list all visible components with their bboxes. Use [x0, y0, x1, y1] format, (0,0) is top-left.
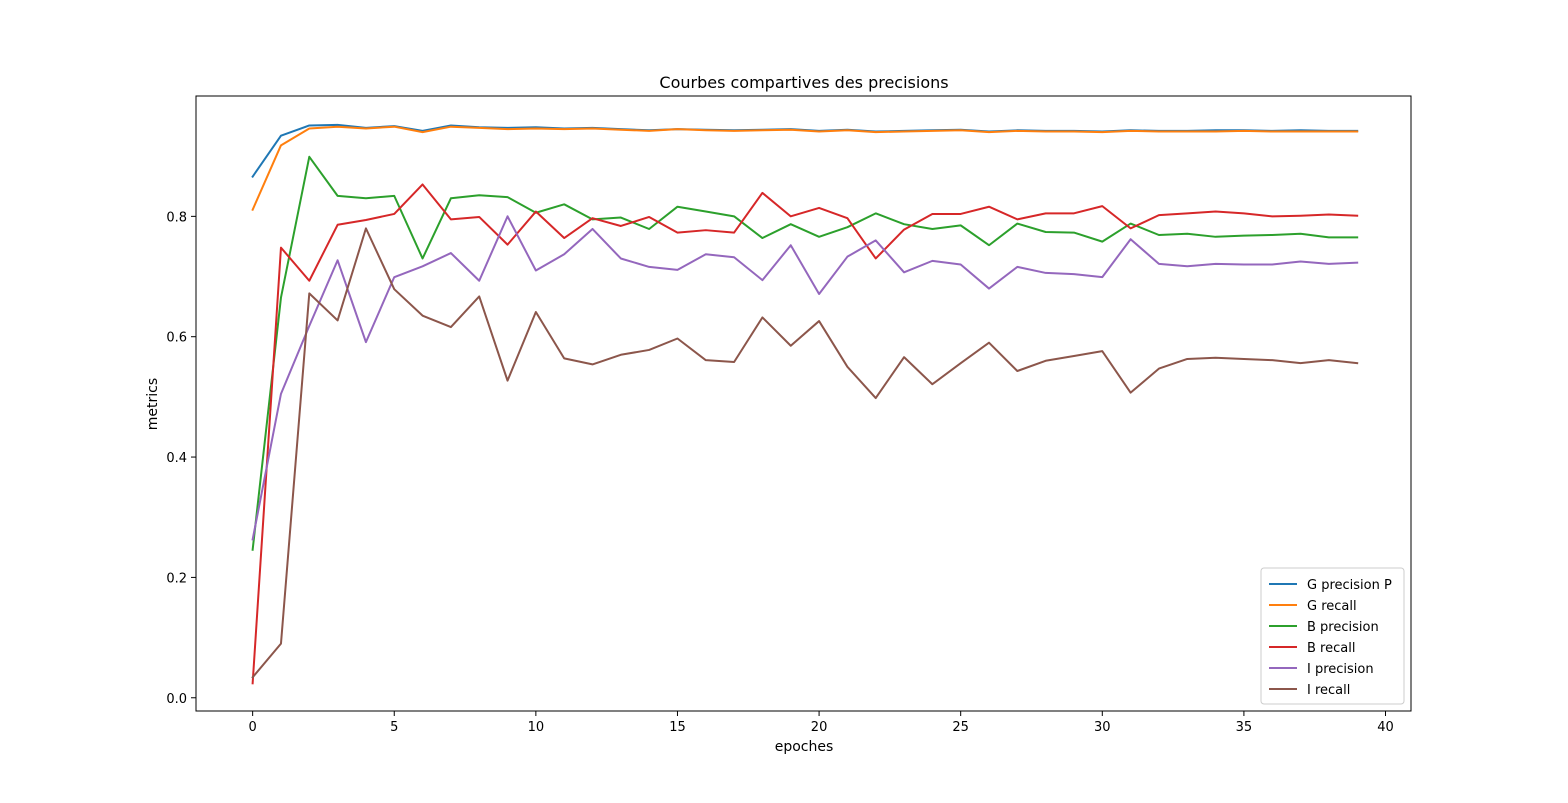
legend-label: G precision P: [1307, 578, 1392, 593]
x-tick-label: 10: [528, 720, 545, 735]
y-tick-label: 0.4: [166, 451, 187, 466]
series-line-g-recall: [251, 125, 1359, 212]
y-tick-label: 0.0: [166, 692, 187, 707]
x-tick-label: 25: [952, 720, 969, 735]
series-line-b-precision: [251, 155, 1359, 551]
series-line-i-recall: [251, 227, 1359, 679]
x-tick-label: 20: [811, 720, 828, 735]
chart-title: Courbes compartives des precisions: [659, 73, 948, 92]
x-axis-label: epoches: [775, 739, 834, 755]
x-tick-label: 35: [1236, 720, 1253, 735]
x-tick-label: 15: [669, 720, 686, 735]
y-axis-label: metrics: [145, 378, 161, 430]
x-tick-label: 40: [1377, 720, 1394, 735]
legend-label: B recall: [1307, 641, 1355, 656]
series-line-i-precision: [251, 215, 1359, 541]
legend-label: B precision: [1307, 620, 1379, 635]
legend: G precision P G recall B precision B recall…: [1260, 567, 1405, 705]
plot-area: 0 5 10 15 20 25 30 35 40 0.0 0.2 0.4 0.6 0.8: [166, 95, 1412, 735]
y-tick-label: 0.6: [166, 331, 187, 346]
legend-label: G recall: [1307, 599, 1357, 614]
y-tick-label: 0.2: [166, 571, 187, 586]
x-tick-label: 30: [1094, 720, 1111, 735]
y-tick-label: 0.8: [166, 210, 187, 225]
x-tick-label: 0: [249, 720, 257, 735]
plot-frame: [195, 95, 1412, 712]
legend-box: [1260, 567, 1405, 705]
legend-label: I precision: [1307, 662, 1374, 677]
legend-label: I recall: [1307, 683, 1350, 698]
series-line-b-recall: [251, 183, 1359, 685]
x-tick-label: 5: [390, 720, 398, 735]
